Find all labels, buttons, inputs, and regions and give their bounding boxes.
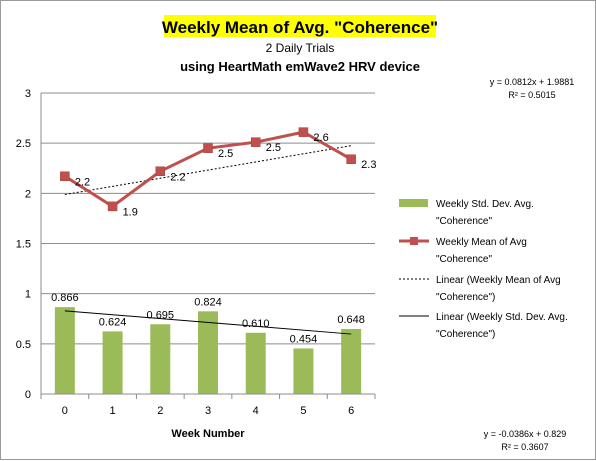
axes (40, 93, 376, 399)
legend-swatch-sd-bar (399, 199, 428, 207)
legend-label-sd-bar: Weekly Std. Dev. Avg. (436, 199, 534, 210)
y-tick-label: 2.5 (16, 138, 31, 150)
line-data-label: 2.6 (313, 132, 328, 144)
legend-label-trend-mean: Linear (Weekly Mean of Avg (436, 275, 561, 286)
trend-equation-mean: y = 0.0812x + 1.9881 (490, 77, 575, 87)
trend-r2-mean: R² = 0.5015 (508, 90, 555, 100)
line-series (60, 127, 356, 212)
chart-title: Weekly Mean of Avg. "Coherence" (162, 18, 438, 37)
data-labels: 0.866 0.624 0.695 0.824 0.610 0.454 0.648 2.2 1.… (51, 132, 376, 345)
bar-data-label: 0.610 (242, 318, 270, 330)
bar-data-label: 0.624 (99, 316, 127, 328)
legend-label-mean-line: "Coherence" (436, 254, 492, 265)
trend-r2-sd: R² = 0.3607 (501, 442, 548, 452)
line-marker (346, 154, 356, 164)
legend: Weekly Std. Dev. Avg. "Coherence" Weekly M… (399, 199, 568, 340)
legend-label-trend-mean: "Coherence") (436, 292, 495, 303)
line-data-label: 1.9 (123, 206, 138, 218)
x-tick-label: 1 (110, 405, 116, 417)
bar (150, 324, 171, 394)
y-tick-label: 2 (25, 188, 31, 200)
x-axis-label: Week Number (171, 428, 245, 440)
y-axis-ticks: 0 0.5 1 1.5 2 2.5 3 (16, 88, 31, 401)
legend-label-trend-sd: Linear (Weekly Std. Dev. Avg. (436, 312, 568, 323)
bar-data-label: 0.824 (194, 296, 222, 308)
legend-label-mean-line: Weekly Mean of Avg (436, 237, 527, 248)
title-highlight (164, 15, 436, 37)
bar (54, 307, 75, 394)
bar (245, 332, 266, 394)
y-tick-label: 1.5 (16, 239, 31, 251)
line-marker (155, 166, 166, 177)
bar-data-label: 0.695 (147, 309, 175, 321)
trendline-sd (64, 310, 352, 335)
x-axis-ticks: 0 1 2 3 4 5 6 (62, 405, 354, 417)
line-data-label: 2.5 (266, 142, 281, 154)
trendlines (64, 145, 352, 335)
y-tick-label: 3 (25, 88, 31, 100)
bar-data-label: 0.866 (51, 292, 79, 304)
bar-series (54, 307, 362, 394)
y-tick-label: 0 (25, 389, 31, 401)
trendline-mean (64, 145, 352, 196)
x-tick-label: 3 (205, 405, 211, 417)
legend-swatch-mean-marker (410, 237, 418, 245)
line-data-label: 2.2 (170, 171, 185, 183)
bar (341, 328, 362, 394)
chart-subtitle-2: using HeartMath emWave2 HRV device (180, 59, 420, 74)
x-tick-label: 0 (62, 405, 68, 417)
y-tick-label: 0.5 (16, 339, 31, 351)
legend-label-sd-bar: "Coherence" (436, 216, 492, 227)
bar-data-label: 0.648 (337, 314, 365, 326)
line-data-label: 2.3 (361, 159, 376, 171)
x-tick-label: 5 (300, 405, 306, 417)
bar-data-label: 0.454 (290, 333, 318, 345)
line-marker (298, 127, 309, 137)
legend-label-trend-sd: "Coherence") (436, 329, 495, 340)
trend-equation-sd: y = -0.0386x + 0.829 (484, 429, 567, 439)
bar (293, 348, 314, 394)
chart-subtitle-1: 2 Daily Trials (266, 41, 335, 55)
line-marker (250, 137, 261, 147)
line-marker (107, 201, 118, 212)
bar (198, 311, 218, 394)
x-tick-label: 2 (157, 405, 163, 417)
line-marker (203, 143, 213, 153)
y-tick-label: 1 (25, 289, 31, 301)
line-data-label: 2.5 (218, 148, 233, 160)
x-tick-label: 4 (253, 405, 259, 417)
bar (102, 331, 123, 394)
x-tick-label: 6 (348, 405, 354, 417)
line-marker (60, 171, 70, 182)
line-data-label: 2.2 (75, 176, 90, 188)
